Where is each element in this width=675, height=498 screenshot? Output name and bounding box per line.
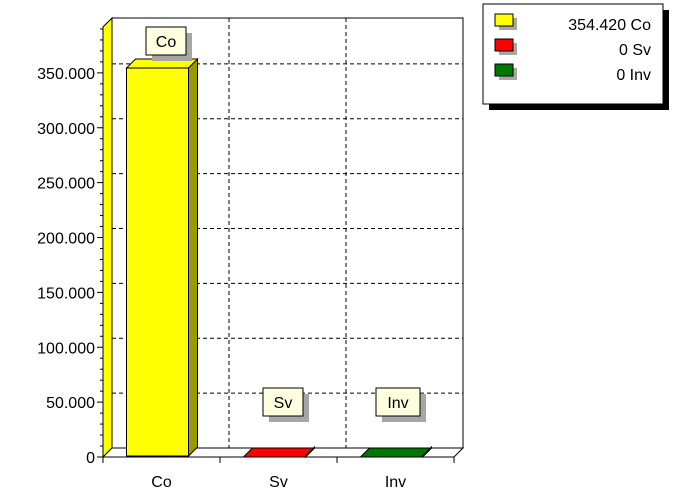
y-tick-label: 100.000 — [37, 340, 95, 357]
y-tick-label: 200.000 — [37, 231, 95, 248]
callout-label: Sv — [262, 387, 309, 422]
bar-inv — [359, 445, 433, 459]
callout-box — [375, 387, 421, 417]
back-wall — [112, 18, 463, 448]
chart-marks — [125, 57, 433, 459]
bar-side — [422, 445, 432, 459]
y-tick-label: 350.000 — [37, 66, 95, 83]
y-tick-label: 50.000 — [46, 395, 95, 412]
bar-sv — [242, 445, 316, 459]
x-category-label: Sv — [269, 474, 288, 491]
bar-top — [242, 447, 316, 458]
legend-item: 354.420 Co — [494, 13, 651, 34]
callout-text: Co — [156, 34, 177, 51]
legend-swatch — [494, 38, 514, 52]
x-category-label: Co — [151, 474, 172, 491]
chart-labels: 0 50.000 100.000 150.000 200.000 250.000 300.0… — [37, 26, 426, 491]
legend: 354.420 Co 0 Sv 0 Inv — [482, 3, 669, 110]
callout-label: Co — [145, 26, 192, 61]
callout-box — [145, 26, 187, 56]
bar-side — [305, 445, 315, 459]
callout-text: Inv — [387, 395, 408, 412]
left-wall — [102, 16, 113, 459]
bar-front — [126, 67, 189, 457]
y-tick-label: 0 — [86, 450, 95, 467]
legend-item: 0 Inv — [494, 63, 651, 84]
callout-box — [262, 387, 304, 417]
callout-label: Inv — [375, 387, 426, 422]
bar-co — [125, 57, 199, 458]
legend-swatch — [494, 13, 514, 27]
legend-label: 0 Sv — [619, 42, 651, 59]
y-tick-label: 250.000 — [37, 176, 95, 193]
legend-item: 0 Sv — [494, 38, 651, 59]
y-tick-label: 300.000 — [37, 121, 95, 138]
legend-swatch — [494, 63, 514, 77]
legend-label: 0 Inv — [616, 67, 651, 84]
callout-text: Sv — [274, 395, 293, 412]
bar-top — [359, 447, 433, 458]
bar-side — [188, 57, 198, 458]
y-tick-label: 150.000 — [37, 285, 95, 302]
x-category-label: Inv — [385, 474, 406, 491]
legend-label: 354.420 Co — [568, 17, 651, 34]
